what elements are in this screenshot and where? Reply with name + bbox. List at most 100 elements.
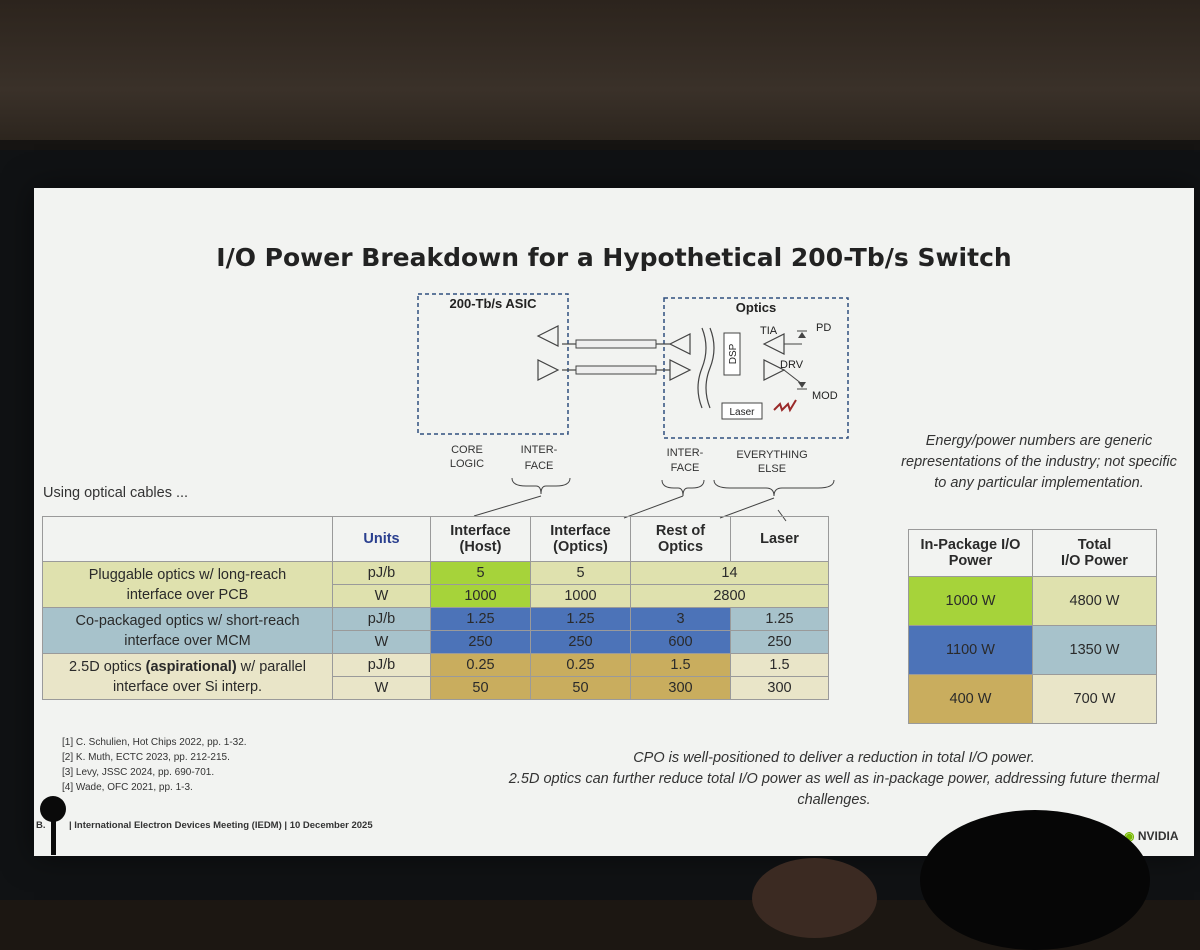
io-power-table: Units Interface (Host) Interface (Optics… xyxy=(42,516,829,700)
laser-beam-icon xyxy=(773,399,797,413)
laser-label: Laser xyxy=(729,407,755,418)
pd-label: PD xyxy=(816,322,831,334)
interface-optics-header: Interface (Optics) xyxy=(530,516,631,562)
asic-box xyxy=(417,293,569,435)
table-row: 2.5D optics (aspirational) w/ parallel i… xyxy=(42,653,829,700)
interface-host-header-line2: (Host) xyxy=(459,539,502,555)
interface-optics-header-line1: Interface xyxy=(550,523,611,539)
cable-bottom xyxy=(575,365,657,375)
total-cell: 700 W xyxy=(1032,674,1157,724)
core-logic-2: LOGIC xyxy=(450,458,484,470)
power-header-row: In-Package I/O Power Total I/O Power xyxy=(908,529,1157,577)
slide-title: I/O Power Breakdown for a Hypothetical 2… xyxy=(216,243,1012,272)
total-power-header-line2: I/O Power xyxy=(1061,553,1128,569)
rest-of-optics-header: Rest of Optics xyxy=(630,516,731,562)
table-header-row: Units Interface (Host) Interface (Optics… xyxy=(42,516,829,562)
in-package-header-line2: Power xyxy=(948,553,993,569)
mod-icon xyxy=(798,382,806,388)
mod-label: MOD xyxy=(812,390,838,402)
optics-if-brace xyxy=(661,479,705,497)
unit-cell: W xyxy=(332,630,431,654)
audience-head xyxy=(920,810,1150,950)
reference-item: [4] Wade, OFC 2021, pp. 1-3. xyxy=(62,782,193,793)
using-optical-cables-label: Using optical cables ... xyxy=(43,485,189,501)
value-cell: 3 xyxy=(630,607,731,631)
unit-cell: W xyxy=(332,584,431,608)
optics-25d-desc: 2.5D optics (aspirational) w/ parallel i… xyxy=(42,653,333,700)
drv-triangle xyxy=(763,359,786,381)
footer-prefix: B. xyxy=(36,820,46,831)
core-logic-1: CORE xyxy=(451,444,483,456)
logo-text: NVIDIA xyxy=(1137,829,1179,843)
rest-of-optics-header-line1: Rest of xyxy=(655,523,706,539)
microphone-stand xyxy=(51,815,56,855)
value-cell: 1000 xyxy=(430,584,531,608)
power-summary-table: In-Package I/O Power Total I/O Power 100… xyxy=(908,529,1157,724)
optics-25d-desc-line2: interface over Si interp. xyxy=(112,678,263,695)
reference-item: [3] Levy, JSSC 2024, pp. 690-701. xyxy=(62,767,215,778)
optics-25d-desc-a: 2.5D optics xyxy=(69,658,146,675)
interface-host-header-line1: Interface xyxy=(450,523,511,539)
everything-else-1: EVERYTHING xyxy=(736,449,807,461)
rest-of-optics-header-line2: Optics xyxy=(657,539,704,555)
slide: I/O Power Breakdown for a Hypothetical 2… xyxy=(34,188,1194,856)
total-cell: 1350 W xyxy=(1032,625,1157,675)
in-package-cell: 1000 W xyxy=(908,576,1033,626)
unit-cell: pJ/b xyxy=(332,561,431,585)
dsp-label: DSP xyxy=(728,343,739,364)
units-header: Units xyxy=(332,516,431,562)
optics-interface-2: FACE xyxy=(671,462,700,474)
cpo-desc: Co-packaged optics w/ short-reach interf… xyxy=(42,607,333,654)
value-cell: 1000 xyxy=(530,584,631,608)
nvidia-eye-icon: ◉ xyxy=(1124,829,1135,843)
unit-cell: pJ/b xyxy=(332,607,431,631)
asic-tx-triangle xyxy=(537,359,560,381)
io-diagram: 200-Tb/s ASIC Optics DSP TIA PD DRV xyxy=(417,293,849,522)
value-cell: 14 xyxy=(630,561,829,585)
in-package-header: In-Package I/O Power xyxy=(908,529,1033,577)
host-interface-1: INTER- xyxy=(521,444,558,456)
value-cell: 300 xyxy=(630,676,731,700)
reference-item: [1] C. Schulien, Hot Chips 2022, pp. 1-3… xyxy=(62,737,247,748)
value-cell: 1.25 xyxy=(530,607,631,631)
table-row: Pluggable optics w/ long-reach interface… xyxy=(42,561,829,608)
value-cell: 250 xyxy=(730,630,829,654)
interface-host-header: Interface (Host) xyxy=(430,516,531,562)
power-row: 1100 W 1350 W xyxy=(908,625,1157,675)
host-brace xyxy=(511,477,571,495)
asic-label: 200-Tb/s ASIC xyxy=(450,296,538,311)
table-row: Co-packaged optics w/ short-reach interf… xyxy=(42,607,829,654)
total-cell: 4800 W xyxy=(1032,576,1157,626)
optics-label: Optics xyxy=(736,300,776,315)
unit-cell: W xyxy=(332,676,431,700)
summary-line-2: 2.5D optics can further reduce total I/O… xyxy=(508,771,1160,808)
room-wall xyxy=(0,0,1200,150)
cable-top xyxy=(575,339,657,349)
tia-label: TIA xyxy=(760,325,778,337)
summary-line-1: CPO is well-positioned to deliver a redu… xyxy=(633,750,1035,766)
references: [1] C. Schulien, Hot Chips 2022, pp. 1-3… xyxy=(62,735,247,795)
in-package-cell: 400 W xyxy=(908,674,1033,724)
total-power-header-line1: Total xyxy=(1077,537,1112,553)
reference-item: [2] K. Muth, ECTC 2023, pp. 212-215. xyxy=(62,752,230,763)
in-package-cell: 1100 W xyxy=(908,625,1033,675)
optics-box xyxy=(663,297,849,439)
value-cell: 300 xyxy=(730,676,829,700)
optics-rx-triangle xyxy=(669,359,692,381)
tia-triangle xyxy=(762,333,785,355)
value-cell: 2800 xyxy=(630,584,829,608)
laser-box xyxy=(721,402,763,420)
unit-cell: pJ/b xyxy=(332,653,431,677)
optics-25d-desc-c: w/ parallel xyxy=(236,658,306,675)
value-cell: 600 xyxy=(630,630,731,654)
value-cell: 1.5 xyxy=(730,653,829,677)
pluggable-desc-line1: Pluggable optics w/ long-reach xyxy=(88,566,287,583)
value-cell: 0.25 xyxy=(530,653,631,677)
everything-else-brace xyxy=(713,479,835,497)
cpo-desc-line1: Co-packaged optics w/ short-reach xyxy=(75,612,300,629)
dsp-box xyxy=(723,332,741,376)
value-cell: 50 xyxy=(530,676,631,700)
power-row: 1000 W 4800 W xyxy=(908,576,1157,626)
value-cell: 5 xyxy=(430,561,531,585)
footer: | International Electron Devices Meeting… xyxy=(69,820,373,831)
